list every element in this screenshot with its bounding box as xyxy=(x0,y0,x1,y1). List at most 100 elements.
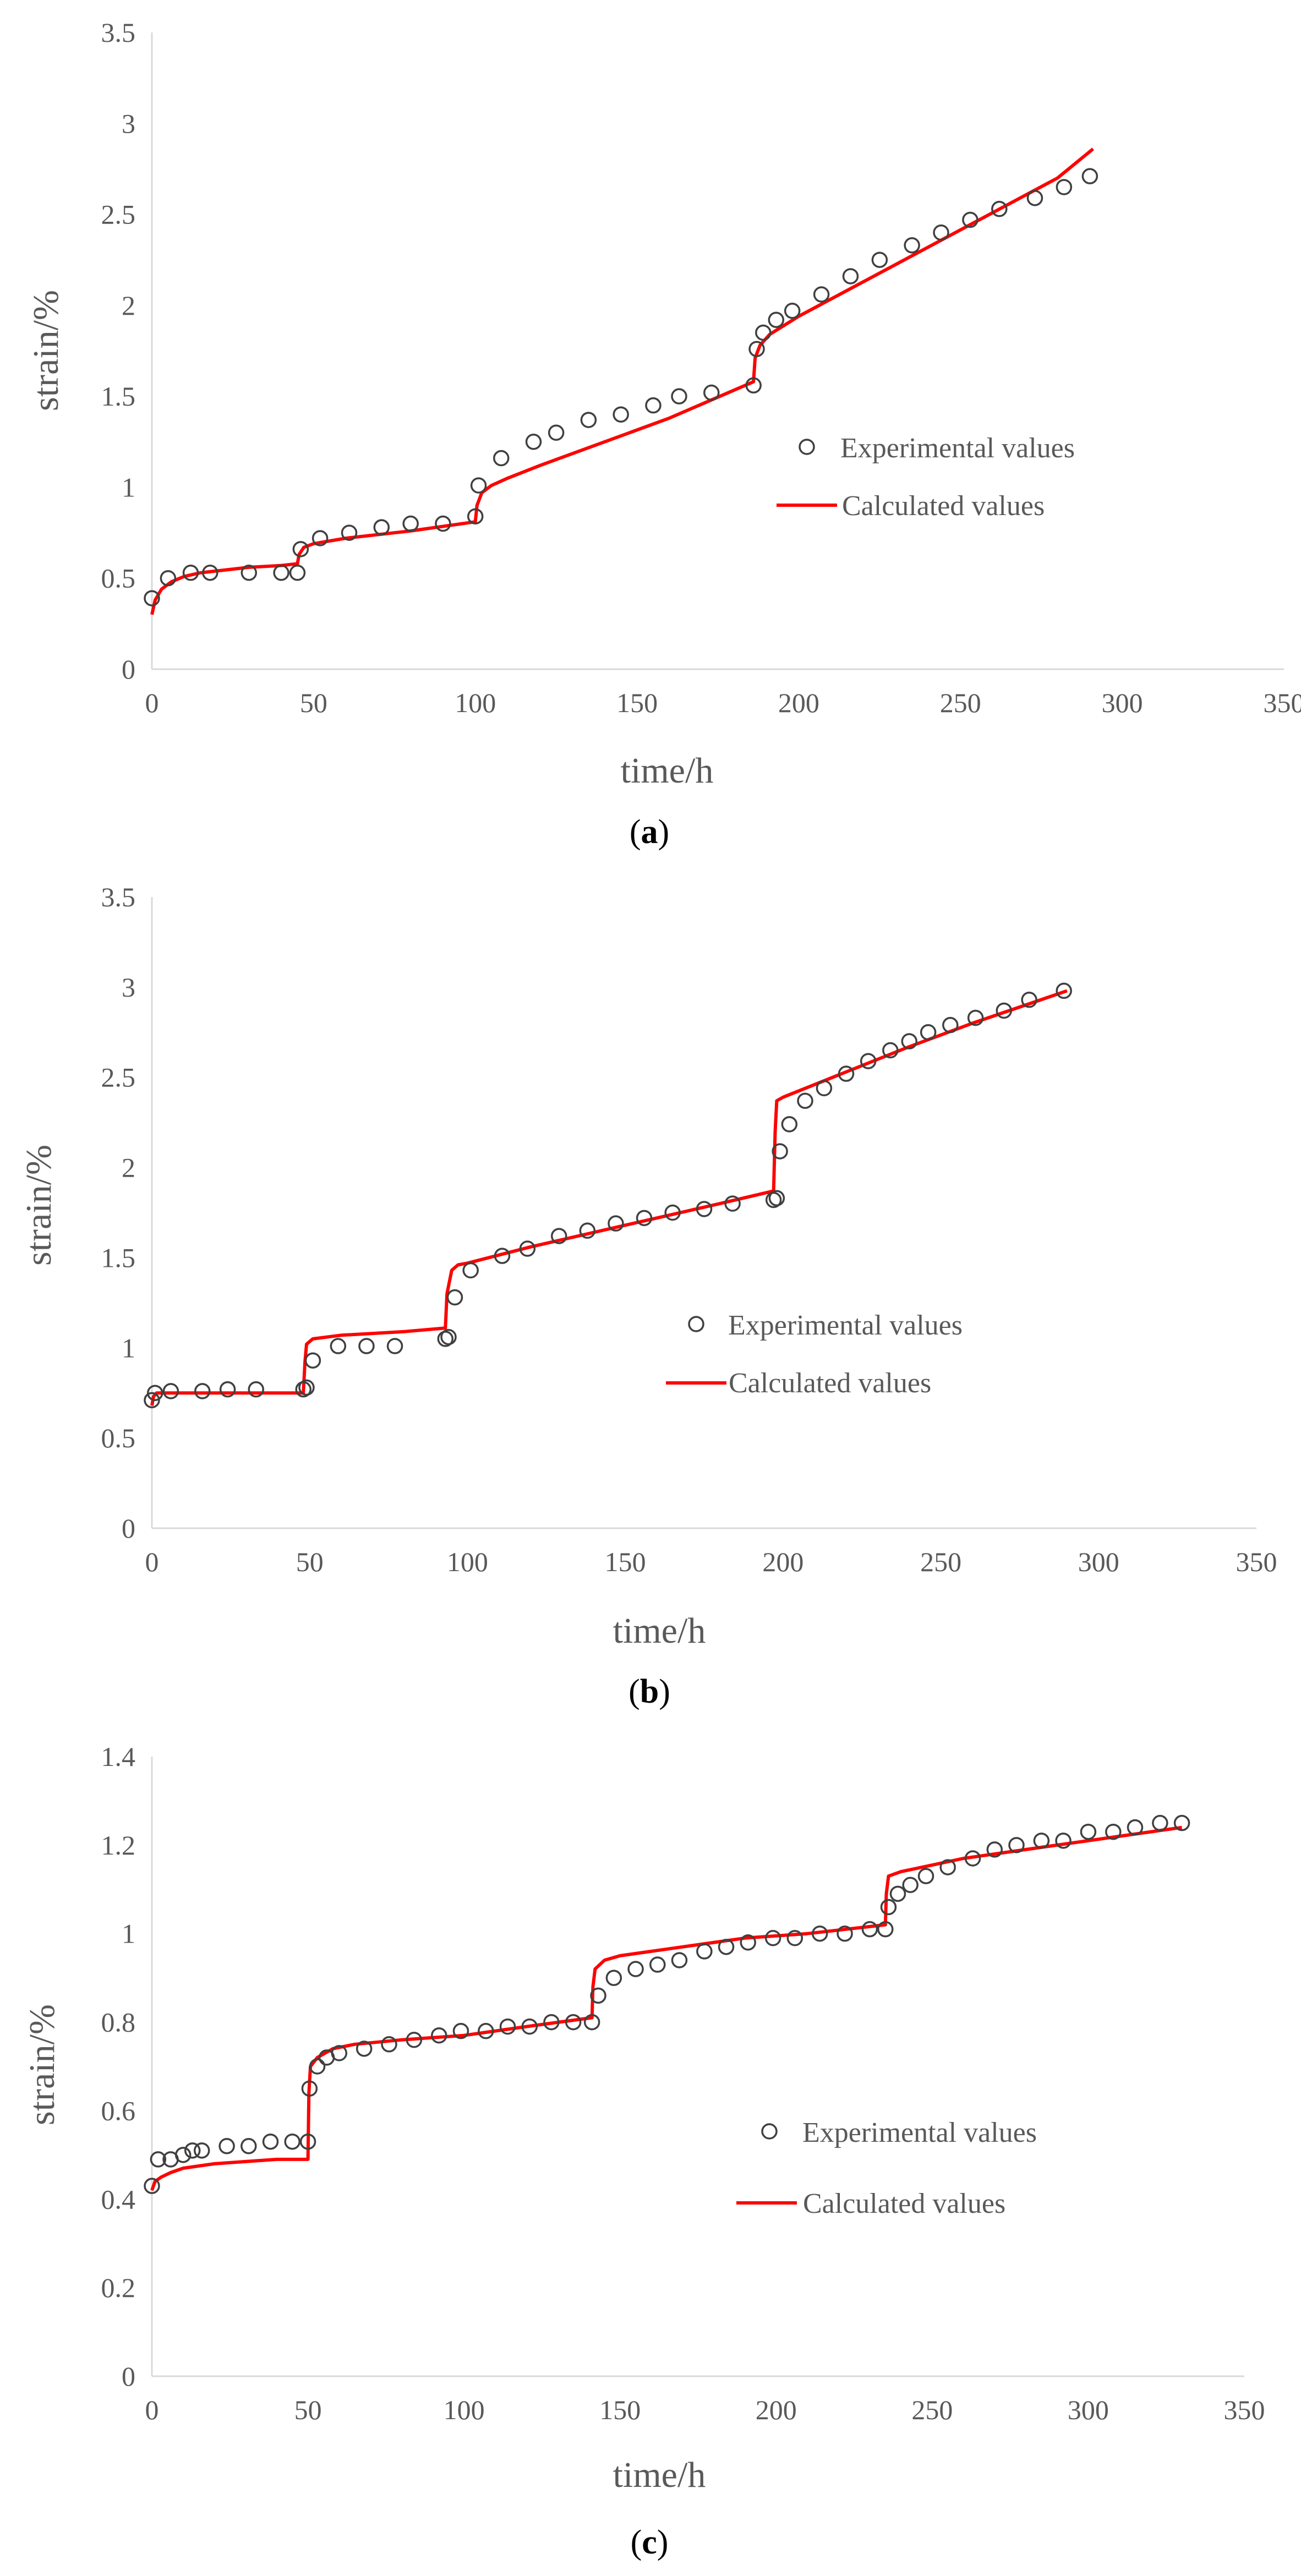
experimental-series xyxy=(144,1814,1190,2194)
x-tick-label: 200 xyxy=(778,687,819,718)
x-tick-label: 150 xyxy=(599,2394,641,2425)
experimental-point xyxy=(452,2022,469,2039)
experimental-point xyxy=(636,1210,653,1227)
calculated-line xyxy=(150,1825,1183,2191)
x-tick-label: 250 xyxy=(911,2394,953,2425)
y-axis-title: strain/% xyxy=(22,2004,62,2125)
chart-panel-c: 0 0.2 0.4 0.6 0.8 1 1.2 1.4 0 50 100 150 200 250 300 3… xyxy=(22,1741,1265,2561)
experimental-point xyxy=(493,450,510,467)
y-tick-label: 0.4 xyxy=(101,2184,136,2214)
experimental-point xyxy=(608,1215,624,1232)
y-axis-title: strain/% xyxy=(19,1145,59,1266)
x-tick-label: 0 xyxy=(145,687,159,718)
x-tick-label: 100 xyxy=(444,2394,485,2425)
x-tick-label: 100 xyxy=(455,687,496,718)
experimental-point xyxy=(248,1381,264,1398)
calculated-line xyxy=(150,989,1068,1406)
experimental-point xyxy=(605,1970,622,1986)
experimental-point xyxy=(748,341,765,357)
legend: Experimental values Calculated values xyxy=(777,433,1075,522)
experimental-point xyxy=(298,1379,315,1396)
experimental-series xyxy=(144,982,1072,1409)
experimental-point xyxy=(784,303,801,319)
experimental-point xyxy=(882,1042,899,1059)
experimental-point xyxy=(144,1392,160,1409)
legend-label-experimental: Experimental values xyxy=(840,433,1075,464)
experimental-point xyxy=(920,1024,937,1041)
experimental-point xyxy=(838,1065,855,1082)
x-axis-title: time/h xyxy=(613,2455,706,2495)
experimental-point xyxy=(381,2036,397,2053)
experimental-point xyxy=(889,1885,906,1902)
x-tick-label: 300 xyxy=(1068,2394,1109,2425)
y-tick-label: 2.5 xyxy=(101,199,136,230)
experimental-point xyxy=(462,1262,479,1279)
experimental-point xyxy=(1152,1814,1168,1831)
experimental-point xyxy=(331,2045,348,2061)
y-tick-label: 1 xyxy=(122,472,135,502)
experimental-point xyxy=(467,508,484,525)
experimental-point xyxy=(991,200,1008,217)
x-tick-label: 250 xyxy=(920,1546,961,1577)
y-tick-label: 2.5 xyxy=(101,1062,136,1093)
x-tick-labels: 0 50 100 150 200 250 300 350 xyxy=(145,687,1301,718)
y-tick-label: 1 xyxy=(122,1918,135,1949)
experimental-point xyxy=(996,1002,1013,1019)
calculated-series xyxy=(150,147,1095,615)
y-tick-label: 0.5 xyxy=(101,563,136,594)
experimental-point xyxy=(150,2151,167,2168)
experimental-point xyxy=(1021,992,1037,1008)
calculated-line xyxy=(150,147,1095,615)
y-tick-label: 0 xyxy=(122,2361,135,2392)
experimental-point xyxy=(671,1952,688,1968)
experimental-point xyxy=(273,565,289,581)
experimental-point xyxy=(579,1222,596,1239)
x-tick-label: 350 xyxy=(1264,687,1301,718)
experimental-point xyxy=(565,2014,582,2031)
experimental-point xyxy=(219,1381,236,1398)
experimental-point xyxy=(580,412,597,428)
x-axis-title: time/h xyxy=(613,1611,706,1651)
experimental-point xyxy=(1026,190,1043,206)
experimental-point xyxy=(292,541,309,557)
experimental-point xyxy=(1105,1823,1122,1840)
legend-label-experimental: Experimental values xyxy=(802,2117,1037,2148)
experimental-point xyxy=(521,2018,538,2035)
experimental-point xyxy=(901,1033,917,1049)
experimental-point xyxy=(967,1009,984,1026)
experimental-point xyxy=(724,1195,741,1212)
y-tick-label: 0 xyxy=(122,654,135,685)
y-tick-label: 1 xyxy=(122,1332,135,1363)
experimental-point xyxy=(1055,1833,1072,1849)
experimental-point xyxy=(768,311,785,329)
experimental-point xyxy=(664,1204,681,1221)
experimental-point xyxy=(696,1201,713,1217)
x-tick-labels: 0 50 100 150 200 250 300 350 xyxy=(145,1546,1277,1577)
experimental-point xyxy=(942,1016,959,1033)
legend-label-experimental: Experimental values xyxy=(728,1310,963,1341)
experimental-point xyxy=(184,2142,201,2159)
experimental-point xyxy=(431,2027,447,2044)
experimental-point xyxy=(1127,1819,1144,1836)
y-tick-label: 2 xyxy=(122,290,135,321)
experimental-point xyxy=(299,2133,316,2150)
experimental-point xyxy=(341,524,358,541)
calculated-series xyxy=(150,989,1068,1406)
y-tick-label: 3 xyxy=(122,972,135,1003)
experimental-point xyxy=(193,2142,210,2159)
experimental-point xyxy=(842,268,859,285)
experimental-point xyxy=(289,565,306,581)
experimental-point xyxy=(356,2041,373,2057)
experimental-point xyxy=(240,565,258,581)
experimental-point xyxy=(781,1116,798,1133)
experimental-point xyxy=(202,565,218,581)
y-tick-label: 0.5 xyxy=(101,1423,136,1453)
experimental-point xyxy=(860,1053,877,1069)
experimental-point xyxy=(768,1190,785,1207)
experimental-point xyxy=(174,2147,192,2163)
experimental-point xyxy=(262,2133,279,2150)
experimental-point xyxy=(358,1338,375,1354)
y-axis-title: strain/% xyxy=(26,290,66,411)
y-tick-label: 1.2 xyxy=(101,1830,136,1861)
caption-a: (a) xyxy=(630,813,669,851)
